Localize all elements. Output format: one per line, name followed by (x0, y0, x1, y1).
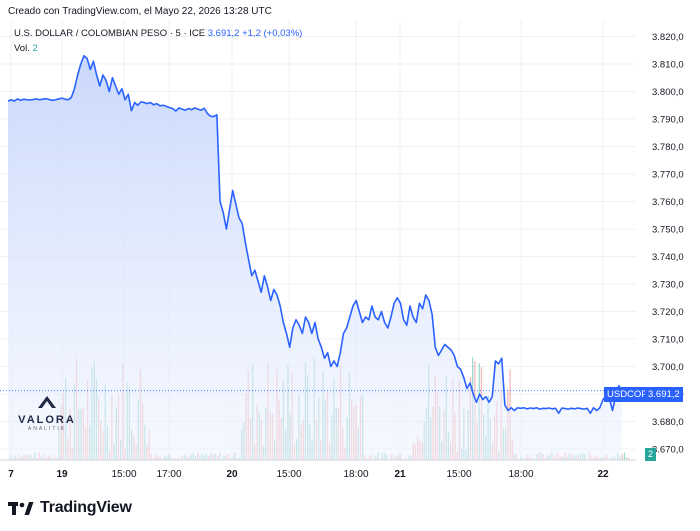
price-area (8, 55, 622, 460)
legend-volume-label: Vol. (14, 43, 30, 54)
y-tick-label: 3.710,0 (652, 335, 684, 346)
volume-bar (621, 454, 623, 460)
legend-volume-value: 2 (32, 43, 38, 54)
x-tick-label: 7 (8, 469, 14, 480)
chart-caption: Creado con TradingView.com, el Mayo 22, … (8, 6, 272, 17)
x-tick-label: 20 (226, 469, 238, 480)
tradingview-logo-icon (8, 502, 34, 515)
volume-bar (628, 458, 630, 460)
y-tick-label: 3.700,0 (652, 362, 684, 373)
volume-bar (626, 457, 628, 460)
y-tick-label: 3.670,0 (652, 445, 684, 456)
x-tick-label: 18:00 (508, 469, 533, 480)
y-tick-label: 3.720,0 (652, 307, 684, 318)
y-tick-label: 3.760,0 (652, 197, 684, 208)
y-tick-label: 3.820,0 (652, 32, 684, 43)
tradingview-brand[interactable]: TradingView (8, 497, 132, 519)
y-tick-label: 3.780,0 (652, 142, 684, 153)
y-tick-label: 3.750,0 (652, 225, 684, 236)
x-tick-label: 21 (394, 469, 406, 480)
volume-value-label: 2 (645, 448, 657, 461)
valora-watermark: VALORA ANALITIK (14, 395, 80, 432)
time-axis[interactable]: 7 19 15:00 17:00 20 15:00 18:00 21 15:00 18:00 22 (8, 469, 609, 480)
x-tick-label: 17:00 (156, 469, 181, 480)
legend-symbol[interactable]: U.S. DOLLAR / COLOMBIAN PESO · 5 · ICE 3… (14, 28, 302, 39)
legend-last-price: 3.691,2 (207, 28, 240, 39)
valora-logo-icon (38, 396, 56, 408)
y-tick-label: 3.810,0 (652, 60, 684, 71)
x-tick-label: 15:00 (446, 469, 471, 480)
y-tick-label: 3.740,0 (652, 252, 684, 263)
y-tick-label: 3.730,0 (652, 280, 684, 291)
legend-change: +1,2 (+0,03%) (242, 28, 303, 39)
last-price-label: 3.691,2 (645, 387, 683, 402)
price-line (7, 54, 623, 415)
legend-volume[interactable]: Vol. 2 (14, 43, 38, 54)
y-tick-label: 3.800,0 (652, 87, 684, 98)
legend-symbol-name: U.S. DOLLAR / COLOMBIAN PESO · 5 · ICE (14, 28, 206, 39)
y-tick-label: 3.790,0 (652, 115, 684, 126)
x-tick-label: 15:00 (111, 469, 136, 480)
x-tick-label: 19 (56, 469, 68, 480)
ticker-label: USDCOP (604, 387, 651, 402)
tradingview-wordmark: TradingView (40, 499, 132, 516)
valora-name: VALORA (18, 414, 76, 426)
x-tick-label: 22 (597, 469, 609, 480)
valora-subtitle: ANALITIK (27, 426, 67, 432)
y-tick-label: 3.680,0 (652, 417, 684, 428)
volume-bar (623, 452, 626, 460)
x-tick-label: 18:00 (343, 469, 368, 480)
x-tick-label: 15:00 (276, 469, 301, 480)
y-tick-label: 3.770,0 (652, 170, 684, 181)
